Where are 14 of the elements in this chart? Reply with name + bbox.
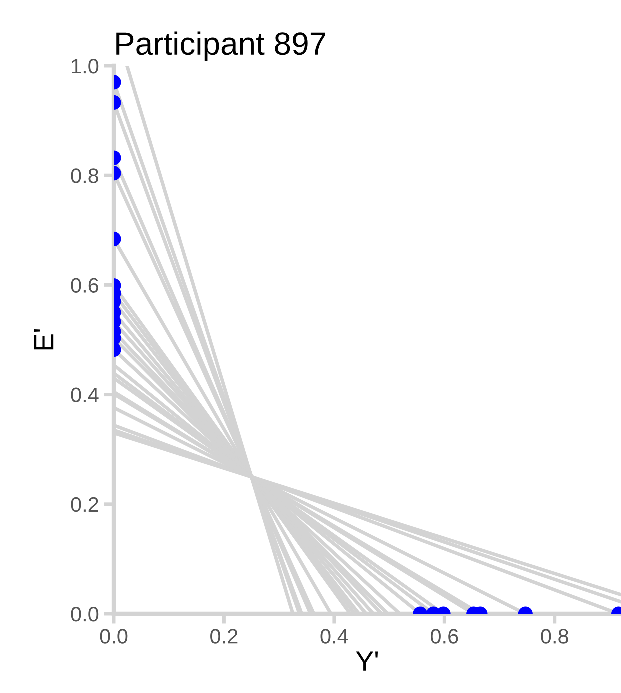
x-tick-label: 0.6 xyxy=(430,629,458,644)
y-tick-label: 1.0 xyxy=(72,59,99,74)
y-tick-label: 0.6 xyxy=(71,278,99,293)
x-axis-title: Y' xyxy=(356,652,378,671)
y-tick-label: 0.2 xyxy=(71,497,98,512)
x-tick-label: 0.4 xyxy=(320,629,348,644)
y-tick-label: 0.4 xyxy=(71,388,99,403)
x-tick-label: 0.8 xyxy=(541,629,568,644)
y-tick-label: 0.8 xyxy=(71,168,99,184)
y-axis-title: E' xyxy=(34,329,54,350)
y-tick-label: 0.0 xyxy=(71,607,99,622)
x-tick-label: 0.0 xyxy=(100,629,128,644)
x-tick-label: 0.2 xyxy=(210,629,238,644)
chart-title: Participant 897 xyxy=(116,32,326,62)
